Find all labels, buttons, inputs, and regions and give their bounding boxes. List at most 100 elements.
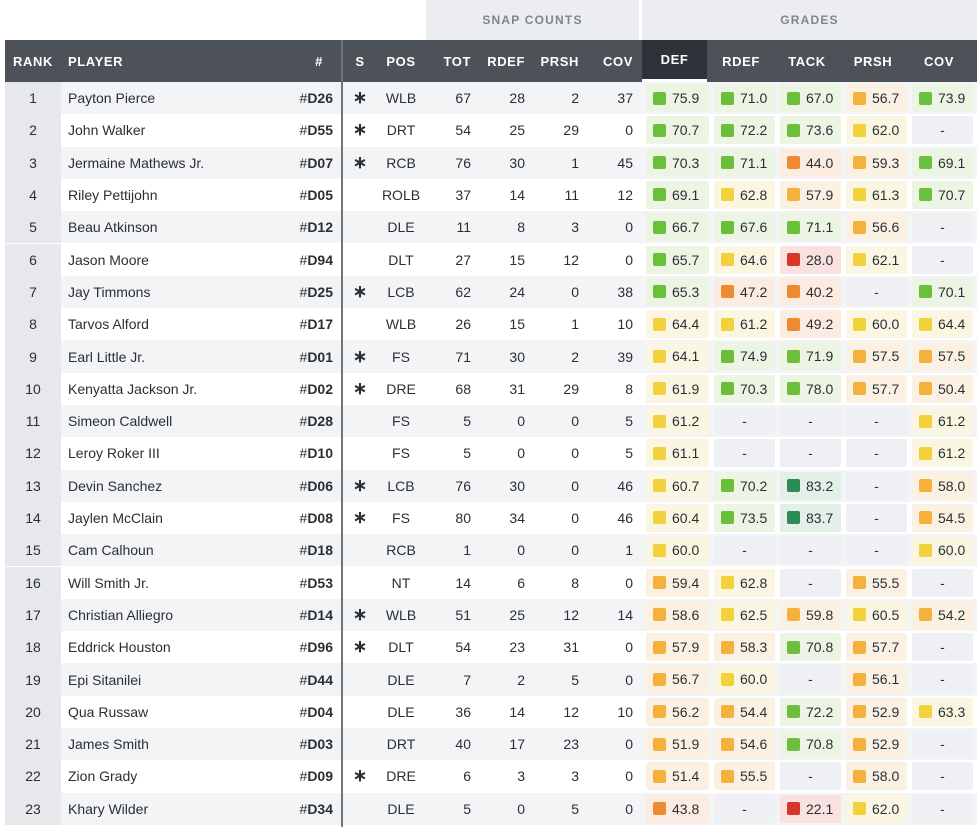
player-name-link[interactable]: Jay Timmons xyxy=(68,283,151,300)
player-name-link[interactable]: Tarvos Alford xyxy=(68,316,149,333)
tack-grade-value: 40.2 xyxy=(806,283,834,300)
header-tot[interactable]: TOT xyxy=(443,53,471,69)
table-row[interactable]: 5 Beau Atkinson # D12 DLE 11 8 3 0 66.7 67.6 71.1 5… xyxy=(5,211,977,244)
prsh-snaps-cell: 0 xyxy=(571,445,579,462)
player-name-link[interactable]: Jaylen McClain xyxy=(68,510,163,527)
grade-color-swatch xyxy=(653,672,666,686)
jersey-hash: # xyxy=(299,380,308,397)
rank-cell: 4 xyxy=(5,178,61,212)
tack-grade-value: 72.2 xyxy=(806,703,834,720)
header-cov-snaps[interactable]: COV xyxy=(603,53,633,69)
header-cov-grade[interactable]: COV xyxy=(924,53,954,69)
player-name-link[interactable]: Qua Russaw xyxy=(68,703,149,720)
jersey-number-value: D96 xyxy=(307,639,333,656)
table-row[interactable]: 2 John Walker # D55 ∗ DRT 54 25 29 0 70.7 72.2 73.6… xyxy=(5,114,977,147)
prsh-snaps-cell: 11 xyxy=(564,187,579,204)
def-grade-value: 69.1 xyxy=(672,186,700,203)
table-row[interactable]: 3 Jermaine Mathews Jr. # D07 ∗ RCB 76 30 1 45 70.… xyxy=(5,146,977,179)
tack-grade-value: - xyxy=(808,542,813,559)
jersey-number-value: D14 xyxy=(307,606,333,623)
position-cell: DRT xyxy=(386,122,416,139)
prsh-grade-cell: 62.0 xyxy=(846,116,907,145)
player-name-link[interactable]: Jason Moore xyxy=(68,251,149,268)
prsh-snaps-cell: 3 xyxy=(571,219,579,236)
jersey-number: # D28 xyxy=(275,405,333,437)
player-name-link[interactable]: Khary Wilder xyxy=(68,800,149,817)
tack-grade-cell: 83.7 xyxy=(780,503,841,532)
jersey-number-value: D34 xyxy=(307,800,333,817)
table-row[interactable]: 9 Earl Little Jr. # D01 ∗ FS 71 30 2 39 64.1 74.9 7… xyxy=(5,340,977,373)
player-name-link[interactable]: Will Smith Jr. xyxy=(68,574,149,591)
player-name-link[interactable]: Eddrick Houston xyxy=(68,639,171,656)
rdef-grade-cell: 54.4 xyxy=(714,697,775,726)
player-name-link[interactable]: Simeon Caldwell xyxy=(68,413,173,430)
table-row[interactable]: 23 Khary Wilder # D34 DLE 5 0 5 0 43.8 - 22.1 62.0 - xyxy=(5,792,977,825)
table-row[interactable]: 6 Jason Moore # D94 DLT 27 15 12 0 65.7 64.6 28.0 6… xyxy=(5,243,977,276)
grade-color-swatch xyxy=(787,737,800,751)
prsh-grade-value: - xyxy=(874,542,879,559)
player-name-link[interactable]: John Walker xyxy=(68,122,146,139)
prsh-grade-cell: 62.0 xyxy=(846,794,907,823)
table-row[interactable]: 22 Zion Grady # D09 ∗ DRE 6 3 3 0 51.4 55.5 - 58.0 - xyxy=(5,760,977,793)
header-rdef-grade[interactable]: RDEF xyxy=(722,53,760,69)
table-row[interactable]: 14 Jaylen McClain # D08 ∗ FS 80 34 0 46 60.4 73.5 8… xyxy=(5,501,977,535)
grade-color-swatch xyxy=(853,576,866,589)
position-cell: FS xyxy=(392,413,410,430)
table-row[interactable]: 10 Kenyatta Jackson Jr. # D02 ∗ DRE 68 31 29 8 61… xyxy=(5,372,977,405)
table-row[interactable]: 12 Leroy Roker III # D10 FS 5 0 0 5 61.1 - - - 61.2 xyxy=(5,437,977,470)
header-def-grade[interactable]: DEF xyxy=(642,40,707,82)
header-pos[interactable]: POS xyxy=(386,53,416,69)
header-rank[interactable]: RANK xyxy=(13,53,53,69)
tot-snaps-cell: 36 xyxy=(455,703,471,720)
table-row[interactable]: 16 Will Smith Jr. # D53 NT 14 6 8 0 59.4 62.8 - 55.… xyxy=(5,566,977,599)
table-row[interactable]: 13 Devin Sanchez # D06 ∗ LCB 76 30 0 46 60.7 70.2 8… xyxy=(5,469,977,502)
table-row[interactable]: 11 Simeon Caldwell # D28 FS 5 0 0 5 61.2 - - - 61.2 xyxy=(5,405,977,438)
player-name-link[interactable]: Earl Little Jr. xyxy=(68,348,146,365)
rdef-grade-value: - xyxy=(742,445,747,462)
prsh-grade-cell: 57.5 xyxy=(846,342,907,371)
prsh-grade-cell: - xyxy=(846,277,907,306)
table-row[interactable]: 7 Jay Timmons # D25 ∗ LCB 62 24 0 38 65.3 47.2 40.2… xyxy=(5,275,977,309)
grade-color-swatch xyxy=(919,608,932,622)
table-row[interactable]: 1 Payton Pierce # D26 ∗ WLB 67 28 2 37 75.9 71.0 67… xyxy=(5,82,977,115)
rdef-grade-value: 62.5 xyxy=(740,606,768,623)
header-tack-grade[interactable]: TACK xyxy=(788,53,826,69)
player-name-link[interactable]: Jermaine Mathews Jr. xyxy=(68,154,205,171)
player-name-link[interactable]: Devin Sanchez xyxy=(68,477,163,494)
cov-grade-value: - xyxy=(940,574,945,591)
player-name-link[interactable]: Riley Pettijohn xyxy=(68,187,158,204)
player-name-link[interactable]: Cam Calhoun xyxy=(68,542,154,559)
player-name-link[interactable]: Kenyatta Jackson Jr. xyxy=(68,380,198,397)
tack-grade-value: 28.0 xyxy=(806,251,834,268)
player-name-link[interactable]: Payton Pierce xyxy=(68,90,156,107)
position-cell: WLB xyxy=(385,606,417,623)
header-number[interactable]: # xyxy=(315,53,323,69)
table-row[interactable]: 20 Qua Russaw # D04 DLE 36 14 12 10 56.2 54.4 72.2… xyxy=(5,695,977,728)
table-row[interactable]: 17 Christian Alliegro # D14 ∗ WLB 51 25 12 14 58.… xyxy=(5,598,977,632)
header-prsh-snaps[interactable]: PRSH xyxy=(540,53,579,69)
prsh-snaps-cell: 1 xyxy=(571,154,579,171)
table-row[interactable]: 4 Riley Pettijohn # D05 ROLB 37 14 11 12 69.1 62.… xyxy=(5,178,977,212)
header-prsh-grade[interactable]: PRSH xyxy=(853,53,893,69)
player-name-link[interactable]: Leroy Roker III xyxy=(68,445,160,462)
player-name-link[interactable]: James Smith xyxy=(68,736,149,753)
grade-color-swatch xyxy=(653,769,666,783)
table-row[interactable]: 21 James Smith # D03 DRT 40 17 23 0 51.9 54.6 70.8… xyxy=(5,728,977,761)
player-name-link[interactable]: Zion Grady xyxy=(68,768,138,785)
grade-color-swatch xyxy=(721,285,734,299)
cov-snaps-cell: 38 xyxy=(617,283,633,300)
tot-snaps-cell: 40 xyxy=(455,736,471,753)
player-name-link[interactable]: Beau Atkinson xyxy=(68,219,158,236)
header-rdef-snaps[interactable]: RDEF xyxy=(487,53,525,69)
table-row[interactable]: 18 Eddrick Houston # D96 ∗ DLT 54 23 31 0 57.9 58.… xyxy=(5,631,977,664)
player-name-link[interactable]: Epi Sitanilei xyxy=(68,671,142,688)
header-starter[interactable]: S xyxy=(355,53,365,69)
table-row[interactable]: 19 Epi Sitanilei # D44 DLE 7 2 5 0 56.7 60.0 - 56.1… xyxy=(5,663,977,696)
header-player[interactable]: PLAYER xyxy=(68,53,124,69)
grade-color-swatch xyxy=(653,91,666,105)
def-grade-value: 61.2 xyxy=(672,413,700,429)
def-grade-value: 58.6 xyxy=(672,606,700,623)
table-row[interactable]: 15 Cam Calhoun # D18 RCB 1 0 0 1 60.0 - - - 60.0 xyxy=(5,534,977,567)
table-row[interactable]: 8 Tarvos Alford # D17 WLB 26 15 1 10 64.4 61.2 49.… xyxy=(5,308,977,341)
player-name-link[interactable]: Christian Alliegro xyxy=(68,606,174,623)
